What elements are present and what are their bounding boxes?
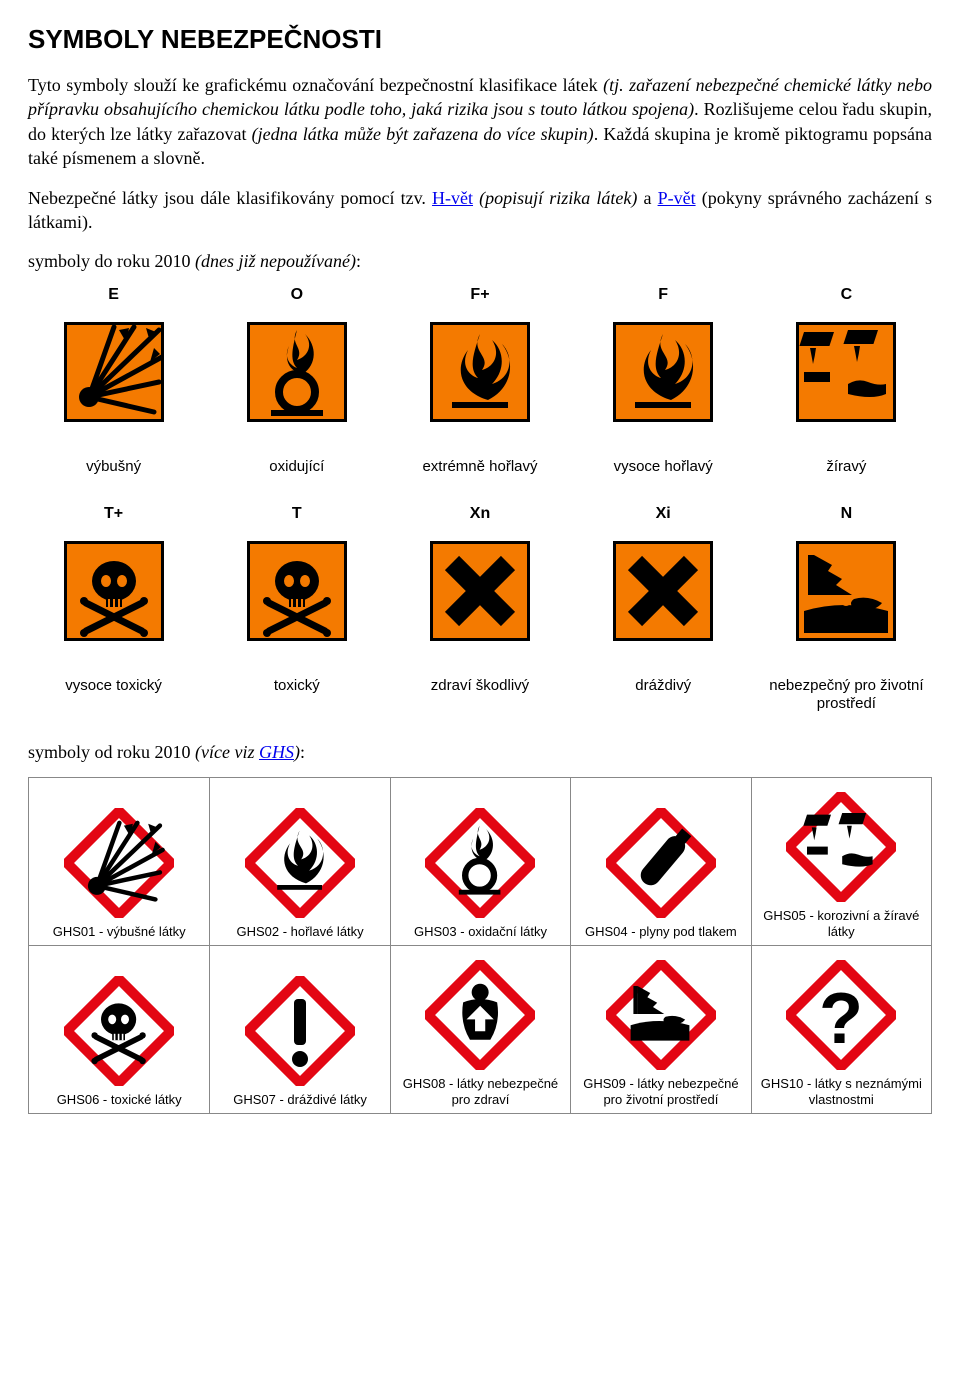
link-h-vet[interactable]: H-vět [432, 188, 473, 208]
intro-paragraph-1: Tyto symboly slouží ke grafickému označo… [28, 73, 932, 170]
symbol-desc: toxický [211, 677, 382, 715]
ghs05-icon [786, 792, 896, 902]
intro-paragraph-2: Nebezpečné látky jsou dále klasifikovány… [28, 186, 932, 235]
symbol-code: T+ [28, 505, 199, 523]
symbol-desc: výbušný [28, 458, 199, 477]
ghs-cell: GHS09 - látky nebezpečné pro životní pro… [570, 946, 750, 1113]
text-italic: (více viz GHS) [195, 742, 300, 762]
text: symboly od roku 2010 [28, 742, 195, 762]
symbol-code: Xi [578, 505, 749, 523]
symbol-code: O [211, 286, 382, 304]
ghs-label: GHS01 - výbušné látky [53, 924, 186, 940]
symbol-code: N [761, 505, 932, 523]
symbol-desc: oxidující [211, 458, 382, 477]
symbol-desc: vysoce hořlavý [578, 458, 749, 477]
ghs-label: GHS07 - dráždivé látky [233, 1092, 367, 1108]
ghs-label: GHS08 - látky nebezpečné pro zdraví [395, 1076, 566, 1107]
pictogram-extremely-flammable [394, 312, 565, 450]
ghs-cell: GHS10 - látky s neznámými vlastnostmi [751, 946, 931, 1113]
ghs08-icon [425, 960, 535, 1070]
text-italic: (jedna látka může být zařazena do více s… [252, 124, 594, 144]
ghs-label: GHS05 - korozivní a žíravé látky [756, 908, 927, 939]
symbol-code: F+ [394, 286, 565, 304]
text-italic: (popisují rizika látek) [473, 188, 643, 208]
pictogram-irritant [578, 531, 749, 669]
pictogram-environment [761, 531, 932, 669]
text: Nebezpečné látky jsou dále klasifikovány… [28, 188, 432, 208]
symbol-code: Xn [394, 505, 565, 523]
pictogram-very-toxic [28, 531, 199, 669]
text: symboly do roku 2010 [28, 251, 195, 271]
pictogram-corrosive [761, 312, 932, 450]
pictogram-toxic [211, 531, 382, 669]
ghs-symbols-heading: symboly od roku 2010 (více viz GHS): [28, 742, 932, 763]
old-symbols-heading: symboly do roku 2010 (dnes již nepoužíva… [28, 251, 932, 272]
link-ghs[interactable]: GHS [259, 742, 294, 762]
pictogram-oxidizing [211, 312, 382, 450]
pictogram-harmful [394, 531, 565, 669]
ghs-row-2: GHS06 - toxické látky GHS07 - dráždivé l… [28, 946, 932, 1114]
old-symbols-row-2: T+ T Xn Xi N vysoce toxický toxický zdra… [28, 505, 932, 715]
ghs-cell: GHS08 - látky nebezpečné pro zdraví [390, 946, 570, 1113]
symbol-desc: vysoce toxický [28, 677, 199, 715]
ghs-label: GHS06 - toxické látky [57, 1092, 182, 1108]
text: Tyto symboly slouží ke grafickému označo… [28, 75, 603, 95]
ghs-cell: GHS06 - toxické látky [29, 946, 209, 1113]
text: : [356, 251, 361, 271]
ghs01-icon [64, 808, 174, 918]
ghs-label: GHS04 - plyny pod tlakem [585, 924, 737, 940]
ghs02-icon [245, 808, 355, 918]
symbol-code: E [28, 286, 199, 304]
symbol-desc: dráždivý [578, 677, 749, 715]
ghs-label: GHS09 - látky nebezpečné pro životní pro… [575, 1076, 746, 1107]
text: : [300, 742, 305, 762]
symbol-desc: zdraví škodlivý [394, 677, 565, 715]
ghs06-icon [64, 976, 174, 1086]
page-title: SYMBOLY NEBEZPEČNOSTI [28, 24, 932, 55]
symbol-code: C [761, 286, 932, 304]
ghs10-icon [786, 960, 896, 1070]
ghs-cell: GHS05 - korozivní a žíravé látky [751, 778, 931, 945]
ghs-label: GHS03 - oxidační látky [414, 924, 547, 940]
ghs-label: GHS10 - látky s neznámými vlastnostmi [756, 1076, 927, 1107]
ghs-label: GHS02 - hořlavé látky [237, 924, 364, 940]
ghs-cell: GHS02 - hořlavé látky [209, 778, 389, 945]
text-italic: (dnes již nepoužívané) [195, 251, 356, 271]
text: a [643, 188, 657, 208]
pictogram-highly-flammable [578, 312, 749, 450]
ghs09-icon [606, 960, 716, 1070]
ghs04-icon [606, 808, 716, 918]
symbol-desc: extrémně hořlavý [394, 458, 565, 477]
link-p-vet[interactable]: P-vět [658, 188, 696, 208]
ghs-row-1: GHS01 - výbušné látky GHS02 - hořlavé lá… [28, 777, 932, 946]
ghs-cell: GHS03 - oxidační látky [390, 778, 570, 945]
ghs-cell: GHS04 - plyny pod tlakem [570, 778, 750, 945]
ghs03-icon [425, 808, 535, 918]
ghs-cell: GHS01 - výbušné látky [29, 778, 209, 945]
symbol-desc: žíravý [761, 458, 932, 477]
pictogram-explosive [28, 312, 199, 450]
old-symbols-row-1: E O F+ F C výbušný oxidující extrémně ho… [28, 286, 932, 477]
symbol-code: F [578, 286, 749, 304]
symbol-code: T [211, 505, 382, 523]
ghs-cell: GHS07 - dráždivé látky [209, 946, 389, 1113]
ghs07-icon [245, 976, 355, 1086]
symbol-desc: nebezpečný pro životní prostředí [761, 677, 932, 715]
